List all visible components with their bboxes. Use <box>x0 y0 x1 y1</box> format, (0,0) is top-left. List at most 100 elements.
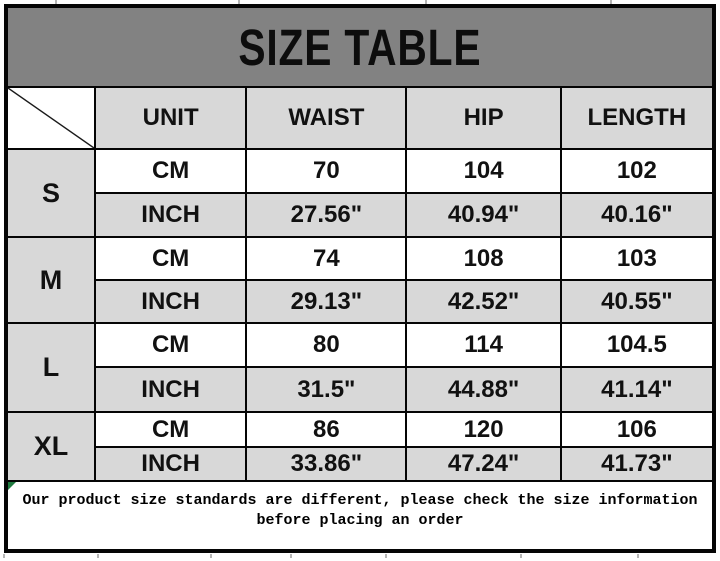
unit-label: CM <box>151 331 190 358</box>
hip-value: 120 <box>463 415 504 443</box>
hip-value: 47.24" <box>447 450 520 477</box>
table-cell: CM <box>96 324 246 366</box>
table-cell: 31.5" <box>247 368 406 411</box>
length-value: 102 <box>616 157 657 184</box>
table-cell: CM <box>96 413 246 446</box>
table-cell: 27.56" <box>247 194 406 236</box>
hip-value: 104 <box>463 157 504 184</box>
unit-label: INCH <box>141 201 200 228</box>
waist-value: 70 <box>313 157 340 184</box>
hip-value: 40.94" <box>447 201 520 228</box>
column-header-label: HIP <box>463 104 504 131</box>
waist-value: 74 <box>313 244 340 272</box>
length-value: 104.5 <box>606 331 667 358</box>
length-value: 41.14" <box>601 375 673 403</box>
grid-tick <box>637 554 639 558</box>
waist-value: 33.86" <box>290 450 363 477</box>
grid-tick <box>610 0 612 4</box>
header-diagonal-cell <box>8 88 94 148</box>
waist-value: 29.13" <box>290 287 363 315</box>
grid-tick <box>290 554 292 558</box>
note-text-line1: Our product size standards are different… <box>22 492 698 509</box>
note-cell: Our product size standards are different… <box>8 482 712 549</box>
size-label-cell-l: L <box>8 324 94 411</box>
grid-tick <box>385 554 387 558</box>
table-cell: 104.5 <box>561 324 712 366</box>
size-label: XL <box>33 431 69 461</box>
table-cell: 41.73" <box>561 448 712 480</box>
table-cell: INCH <box>96 448 246 480</box>
table-cell: 103 <box>561 238 712 279</box>
hip-value: 42.52" <box>447 287 520 315</box>
table-cell: INCH <box>96 194 246 236</box>
page-title: SIZE TABLE <box>238 18 482 76</box>
column-header-length: LENGTH <box>561 88 712 148</box>
unit-label: CM <box>151 157 190 184</box>
table-cell: 102 <box>561 150 712 192</box>
size-label-cell-xl: XL <box>8 413 94 480</box>
grid-tick <box>55 0 57 4</box>
table-cell: 114 <box>407 324 560 366</box>
table-cell: 108 <box>407 238 560 279</box>
table-cell: 40.94" <box>407 194 560 236</box>
size-label: S <box>41 177 60 208</box>
table-cell: 70 <box>247 150 406 192</box>
table-cell: 120 <box>407 413 560 446</box>
table-title-bar: SIZE TABLE <box>8 8 712 86</box>
size-label-cell-s: S <box>8 150 94 236</box>
length-value: 40.55" <box>601 287 673 315</box>
table-cell: 29.13" <box>247 281 406 322</box>
size-label: M <box>39 264 63 295</box>
grid-tick <box>3 554 5 558</box>
unit-label: CM <box>151 415 190 443</box>
length-value: 103 <box>616 244 657 272</box>
size-label-cell-m: M <box>8 238 94 322</box>
table-cell: 80 <box>247 324 406 366</box>
column-header-waist: WAIST <box>247 88 406 148</box>
column-header-label: UNIT <box>142 104 199 131</box>
grid-tick <box>238 0 240 4</box>
unit-label: INCH <box>141 375 200 403</box>
diagonal-line-icon <box>8 88 94 148</box>
table-cell: 74 <box>247 238 406 279</box>
waist-value: 27.56" <box>290 201 363 228</box>
unit-label: INCH <box>141 450 200 477</box>
waist-value: 31.5" <box>297 375 356 403</box>
size-table: SIZE TABLE UNIT WAIST HIP LENGTH S CM 70… <box>4 4 716 553</box>
table-cell: 33.86" <box>247 448 406 480</box>
column-header-unit: UNIT <box>96 88 246 148</box>
grid-tick <box>425 0 427 4</box>
table-cell: 42.52" <box>407 281 560 322</box>
length-value: 41.73" <box>601 450 673 477</box>
column-header-hip: HIP <box>407 88 560 148</box>
unit-label: CM <box>151 244 190 272</box>
column-header-label: LENGTH <box>587 104 687 131</box>
table-cell: CM <box>96 150 246 192</box>
unit-label: INCH <box>141 287 200 315</box>
table-cell: 41.14" <box>561 368 712 411</box>
waist-value: 80 <box>313 331 340 358</box>
table-cell: INCH <box>96 368 246 411</box>
length-value: 40.16" <box>601 201 673 228</box>
table-cell: CM <box>96 238 246 279</box>
hip-value: 44.88" <box>447 375 520 403</box>
note-text-line2: before placing an order <box>256 512 464 529</box>
grid-tick <box>520 554 522 558</box>
column-header-label: WAIST <box>288 104 365 131</box>
grid-tick <box>97 554 99 558</box>
size-label: L <box>42 352 60 382</box>
table-cell: 106 <box>561 413 712 446</box>
grid-tick <box>210 554 212 558</box>
table-cell: 44.88" <box>407 368 560 411</box>
table-cell: 40.16" <box>561 194 712 236</box>
hip-value: 108 <box>463 244 504 272</box>
table-cell: 40.55" <box>561 281 712 322</box>
length-value: 106 <box>616 415 657 443</box>
table-cell: INCH <box>96 281 246 322</box>
cell-corner-marker-icon <box>8 482 16 490</box>
table-cell: 47.24" <box>407 448 560 480</box>
waist-value: 86 <box>313 415 340 443</box>
table-cell: 104 <box>407 150 560 192</box>
table-cell: 86 <box>247 413 406 446</box>
